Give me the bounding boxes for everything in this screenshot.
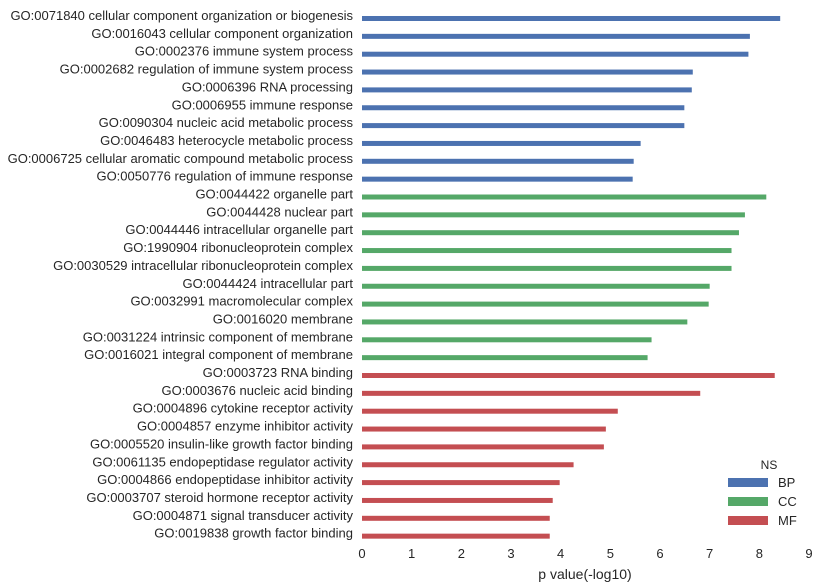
bar-mf xyxy=(362,426,606,432)
legend-swatch-cc xyxy=(728,497,768,506)
category-label: GO:0002376 immune system process xyxy=(135,44,354,59)
bar-cc xyxy=(362,194,767,200)
category-label: GO:0004866 endopeptidase inhibitor activ… xyxy=(97,472,353,487)
category-label: GO:0016020 membrane xyxy=(213,311,353,326)
bar-cc xyxy=(362,265,732,271)
category-label: GO:0004896 cytokine receptor activity xyxy=(133,401,354,416)
legend-label-bp: BP xyxy=(778,475,795,490)
category-label: GO:0044428 nuclear part xyxy=(206,204,353,219)
bar-cc xyxy=(362,212,745,218)
bars-layer xyxy=(362,16,781,539)
x-tick-label: 9 xyxy=(805,546,812,561)
bar-mf xyxy=(362,373,775,378)
bar-cc xyxy=(362,355,648,361)
x-tick-label: 3 xyxy=(507,546,514,561)
category-label: GO:0003676 nucleic acid binding xyxy=(161,383,353,398)
category-label: GO:0003707 steroid hormone receptor acti… xyxy=(86,490,353,505)
category-label: GO:0016021 integral component of membran… xyxy=(84,347,353,362)
category-label: GO:0050776 regulation of immune response xyxy=(96,169,353,184)
legend-label-cc: CC xyxy=(778,494,797,509)
category-label: GO:0044446 intracellular organelle part xyxy=(125,222,353,237)
x-tick-label: 2 xyxy=(458,546,465,561)
bar-mf xyxy=(362,390,701,396)
category-label: GO:0006725 cellular aromatic compound me… xyxy=(8,151,354,166)
bar-bp xyxy=(362,69,693,75)
bar-bp xyxy=(362,16,781,21)
legend: NS BP CC MF xyxy=(728,458,797,528)
category-label: GO:0004871 signal transducer activity xyxy=(133,508,354,523)
bar-cc xyxy=(362,319,688,325)
bar-mf xyxy=(362,497,553,503)
bar-bp xyxy=(362,123,685,129)
category-label: GO:1990904 ribonucleoprotein complex xyxy=(123,240,353,255)
legend-title: NS xyxy=(761,458,778,472)
x-axis-ticks: 0 1 2 3 4 5 6 7 8 9 xyxy=(358,546,812,561)
bar-cc xyxy=(362,230,739,236)
x-tick-label: 6 xyxy=(656,546,663,561)
bar-mf xyxy=(362,444,604,450)
bar-mf xyxy=(362,533,550,539)
bar-mf xyxy=(362,408,618,414)
bar-mf xyxy=(362,480,560,486)
category-label: GO:0006396 RNA processing xyxy=(182,79,353,94)
category-label: GO:0031224 intrinsic component of membra… xyxy=(83,329,353,344)
legend-entries: BP CC MF xyxy=(728,475,797,528)
bar-bp xyxy=(362,87,692,93)
category-label: GO:0044424 intracellular part xyxy=(182,276,353,291)
category-label: GO:0071840 cellular component organizati… xyxy=(10,8,353,23)
legend-swatch-mf xyxy=(728,516,768,525)
bar-bp xyxy=(362,176,633,182)
x-tick-label: 8 xyxy=(756,546,763,561)
x-tick-label: 1 xyxy=(408,546,415,561)
category-label: GO:0044422 organelle part xyxy=(195,187,353,202)
category-label: GO:0030529 intracellular ribonucleoprote… xyxy=(53,258,353,273)
category-label: GO:0046483 heterocycle metabolic process xyxy=(100,133,353,148)
x-tick-label: 0 xyxy=(358,546,365,561)
legend-label-mf: MF xyxy=(778,513,797,528)
category-label: GO:0002682 regulation of immune system p… xyxy=(60,62,354,77)
x-axis-title: p value(-log10) xyxy=(538,566,631,582)
x-tick-label: 4 xyxy=(557,546,564,561)
bar-mf xyxy=(362,515,550,521)
category-labels: GO:0071840 cellular component organizati… xyxy=(8,8,354,541)
category-label: GO:0004857 enzyme inhibitor activity xyxy=(137,419,354,434)
category-label: GO:0003723 RNA binding xyxy=(203,365,353,380)
category-label: GO:0005520 insulin-like growth factor bi… xyxy=(90,436,353,451)
bar-mf xyxy=(362,462,574,468)
category-label: GO:0006955 immune response xyxy=(172,97,353,112)
category-label: GO:0019838 growth factor binding xyxy=(154,526,353,541)
bar-bp xyxy=(362,33,750,39)
legend-swatch-bp xyxy=(728,478,768,487)
bar-cc xyxy=(362,283,710,289)
category-label: GO:0016043 cellular component organizati… xyxy=(91,26,353,41)
bar-bp xyxy=(362,105,685,111)
bar-bp xyxy=(362,158,634,164)
category-label: GO:0032991 macromolecular complex xyxy=(130,294,353,309)
bar-bp xyxy=(362,51,749,57)
bar-cc xyxy=(362,248,732,254)
bar-bp xyxy=(362,140,641,146)
bar-cc xyxy=(362,301,709,307)
x-tick-label: 5 xyxy=(607,546,614,561)
category-label: GO:0090304 nucleic acid metabolic proces… xyxy=(99,115,354,130)
bar-cc xyxy=(362,337,652,343)
x-tick-label: 7 xyxy=(706,546,713,561)
category-label: GO:0061135 endopeptidase regulator activ… xyxy=(92,454,353,469)
